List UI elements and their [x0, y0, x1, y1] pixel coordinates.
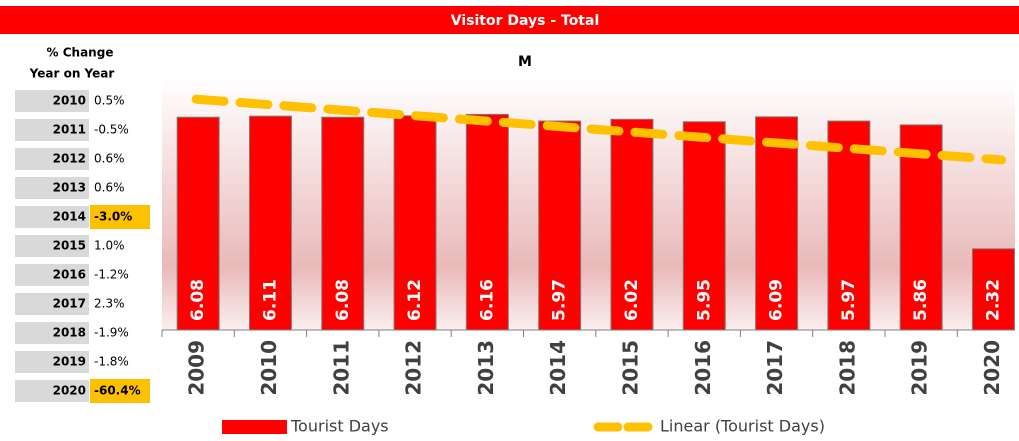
- year-cell: [15, 235, 89, 257]
- year-cell: [15, 206, 89, 228]
- x-tick-label: 2017: [763, 340, 787, 396]
- highlight-cell: [90, 205, 150, 229]
- x-tick-label: 2015: [618, 340, 642, 396]
- highlight-cell: [90, 379, 150, 403]
- change: -1.9%: [94, 326, 129, 340]
- x-tick-label: 2011: [329, 340, 353, 396]
- bar: [393, 115, 437, 331]
- bar: [176, 116, 220, 331]
- year: 2015: [53, 239, 86, 253]
- change: -60.4%: [94, 384, 141, 398]
- x-tick-label: 2014: [546, 340, 570, 396]
- data-label: 6.16: [477, 279, 497, 321]
- plot-background: [162, 78, 1015, 330]
- legend-swatch: [222, 420, 287, 434]
- data-label: 5.97: [550, 279, 570, 321]
- data-label: 6.08: [333, 279, 353, 321]
- year-cell: [15, 351, 89, 373]
- change: 0.6%: [94, 181, 125, 195]
- year-cell: [15, 119, 89, 141]
- year: 2013: [53, 181, 86, 195]
- table-header: % Change: [47, 46, 114, 60]
- change: 0.6%: [94, 152, 125, 166]
- data-label: 5.95: [694, 279, 714, 321]
- year-cell: [15, 293, 89, 315]
- year: 2018: [53, 326, 86, 340]
- year-cell: [15, 148, 89, 170]
- year: 2012: [53, 152, 86, 166]
- bar: [610, 118, 654, 331]
- legend-label: Tourist Days: [290, 417, 389, 436]
- year: 2017: [53, 297, 86, 311]
- x-tick-label: 2012: [402, 340, 426, 396]
- change: -1.8%: [94, 355, 129, 369]
- data-label: 6.02: [622, 279, 642, 321]
- bar: [321, 116, 365, 331]
- x-tick-label: 2019: [908, 340, 932, 396]
- table-header: Year on Year: [29, 67, 115, 81]
- year: 2020: [53, 384, 86, 398]
- data-label: 6.09: [767, 279, 787, 321]
- banner-text: Visitor Days - Total: [451, 13, 600, 29]
- year-cell: [15, 90, 89, 112]
- change: -3.0%: [94, 210, 132, 224]
- bar: [755, 116, 799, 331]
- year: 2010: [53, 94, 86, 108]
- year: 2019: [53, 355, 86, 369]
- bar: [971, 248, 1015, 331]
- chart-title: M: [518, 54, 532, 70]
- year: 2014: [53, 210, 86, 224]
- legend-label: Linear (Tourist Days): [660, 417, 825, 436]
- x-tick-label: 2018: [835, 340, 859, 396]
- change: -1.2%: [94, 268, 129, 282]
- x-tick-label: 2016: [691, 340, 715, 396]
- x-tick-label: 2013: [474, 340, 498, 396]
- year-cell: [15, 380, 89, 402]
- data-label: 5.97: [839, 279, 859, 321]
- year: 2011: [53, 123, 86, 137]
- change: -0.5%: [94, 123, 129, 137]
- data-label: 6.11: [260, 279, 280, 321]
- change: 2.3%: [94, 297, 125, 311]
- trendline: [191, 94, 1006, 165]
- x-tick-label: 2020: [980, 340, 1004, 396]
- banner: [0, 6, 1019, 34]
- bar: [827, 120, 871, 331]
- data-label: 6.08: [188, 279, 208, 321]
- change: 1.0%: [94, 239, 125, 253]
- year-cell: [15, 322, 89, 344]
- bar: [465, 113, 509, 331]
- data-label: 5.86: [911, 279, 931, 321]
- x-tick-label: 2009: [185, 340, 209, 396]
- data-label: 6.12: [405, 279, 425, 321]
- year-cell: [15, 177, 89, 199]
- x-tick-label: 2010: [257, 340, 281, 396]
- change: 0.5%: [94, 94, 125, 108]
- year-cell: [15, 264, 89, 286]
- data-label: 2.32: [983, 279, 1003, 321]
- bar: [899, 124, 943, 331]
- bar: [682, 121, 726, 331]
- year: 2016: [53, 268, 86, 282]
